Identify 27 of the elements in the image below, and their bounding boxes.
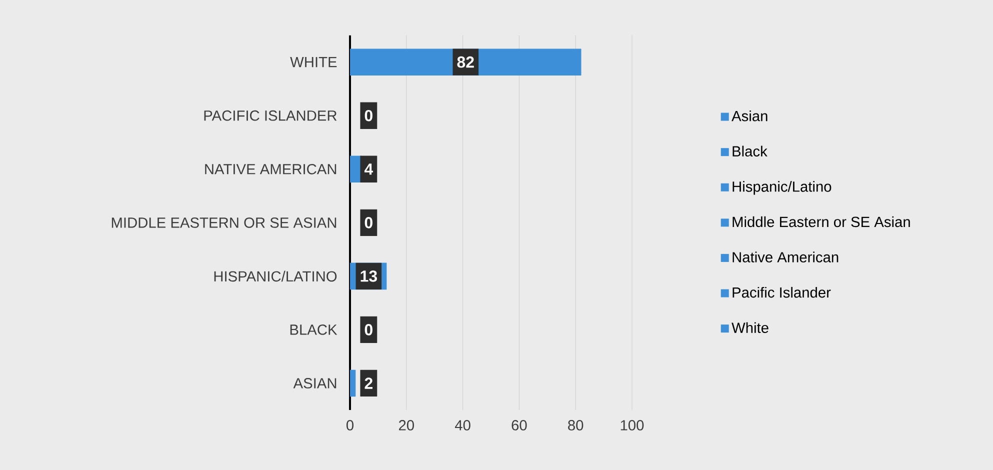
legend-label: White — [732, 322, 768, 333]
x-tick-label: 80 — [568, 420, 584, 430]
legend-label: Native American — [732, 252, 838, 262]
x-tick-label: 60 — [512, 420, 527, 430]
data-label: 0 — [364, 324, 372, 336]
y-tick-label: NATIVE AMERICAN — [205, 164, 336, 174]
x-tick-label: 0 — [346, 420, 354, 430]
legend-label: Black — [732, 146, 768, 157]
y-tick-label: WHITE — [290, 57, 337, 68]
y-tick-label: HISPANIC/LATINO — [214, 270, 337, 282]
legend-label: Hispanic/Latino — [732, 181, 832, 195]
data-label: 0 — [364, 110, 372, 122]
y-tick-label: ASIAN — [293, 378, 336, 388]
y-tick-label: PACIFIC ISLANDER — [204, 110, 337, 121]
x-tick-label: 20 — [398, 420, 414, 430]
x-tick-label: 100 — [620, 420, 644, 430]
legend-label: Asian — [732, 110, 768, 122]
data-label: 4 — [364, 164, 374, 175]
x-tick-label: 40 — [454, 420, 470, 430]
data-label: 13 — [360, 270, 377, 282]
y-tick-label: BLACK — [290, 324, 338, 335]
legend-label: Middle Eastern or SE Asian — [732, 216, 910, 228]
data-label: 82 — [457, 56, 474, 68]
y-tick-label: MIDDLE EASTERN OR SE ASIAN — [112, 217, 336, 228]
data-label: 2 — [364, 378, 372, 389]
legend-label: Pacific Islander — [732, 286, 831, 298]
data-label: 0 — [364, 217, 372, 228]
